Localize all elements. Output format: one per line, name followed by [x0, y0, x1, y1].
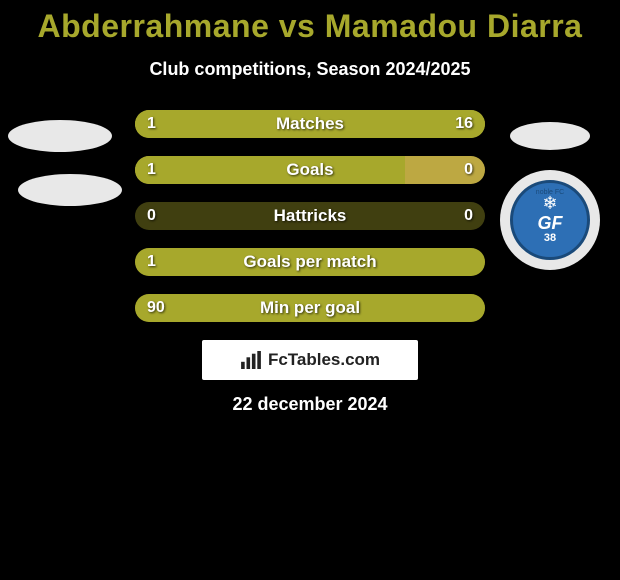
club-badge-top-text: noble FC: [536, 189, 564, 196]
bar-label: Goals: [286, 160, 333, 180]
club-badge-main: GF: [538, 214, 563, 232]
bar-value-right: 0: [464, 161, 473, 179]
player2-flag-icon: [510, 122, 590, 150]
bar-value-left: 1: [147, 253, 156, 271]
player2-club-badge: noble FC ❄ GF 38: [500, 170, 600, 270]
bar-value-right: 0: [464, 207, 473, 225]
bar-label: Hattricks: [274, 206, 347, 226]
player1-flag-icon: [8, 120, 112, 152]
stat-bar-row: 1 0 Goals: [135, 156, 485, 184]
page-title: Abderrahmane vs Mamadou Diarra: [0, 8, 620, 45]
bar-value-left: 1: [147, 161, 156, 179]
bar-value-left: 0: [147, 207, 156, 225]
stat-bar-row: 0 0 Hattricks: [135, 202, 485, 230]
comparison-container: Abderrahmane vs Mamadou Diarra Club comp…: [0, 0, 620, 415]
bar-value-left: 90: [147, 299, 165, 317]
bar-label: Min per goal: [260, 298, 360, 318]
bar-fill-left: [135, 156, 405, 184]
bar-label: Matches: [276, 114, 344, 134]
stat-bars: 1 16 Matches 1 0 Goals 0 0 Hattricks 1 Goals per m…: [135, 110, 485, 322]
bar-label: Goals per match: [243, 252, 376, 272]
bar-value-left: 1: [147, 115, 156, 133]
brand-text: FcTables.com: [268, 350, 380, 370]
footer-date: 22 december 2024: [0, 394, 620, 415]
club-badge-sub: 38: [544, 232, 556, 244]
stat-bar-row: 1 16 Matches: [135, 110, 485, 138]
bar-value-right: 16: [455, 115, 473, 133]
brand-badge: FcTables.com: [202, 340, 418, 380]
club-badge-inner: noble FC ❄ GF 38: [510, 180, 590, 260]
player1-club-icon: [18, 174, 122, 206]
stat-bar-row: 90 Min per goal: [135, 294, 485, 322]
bar-chart-icon: [240, 351, 262, 369]
stat-bar-row: 1 Goals per match: [135, 248, 485, 276]
subtitle: Club competitions, Season 2024/2025: [0, 59, 620, 80]
